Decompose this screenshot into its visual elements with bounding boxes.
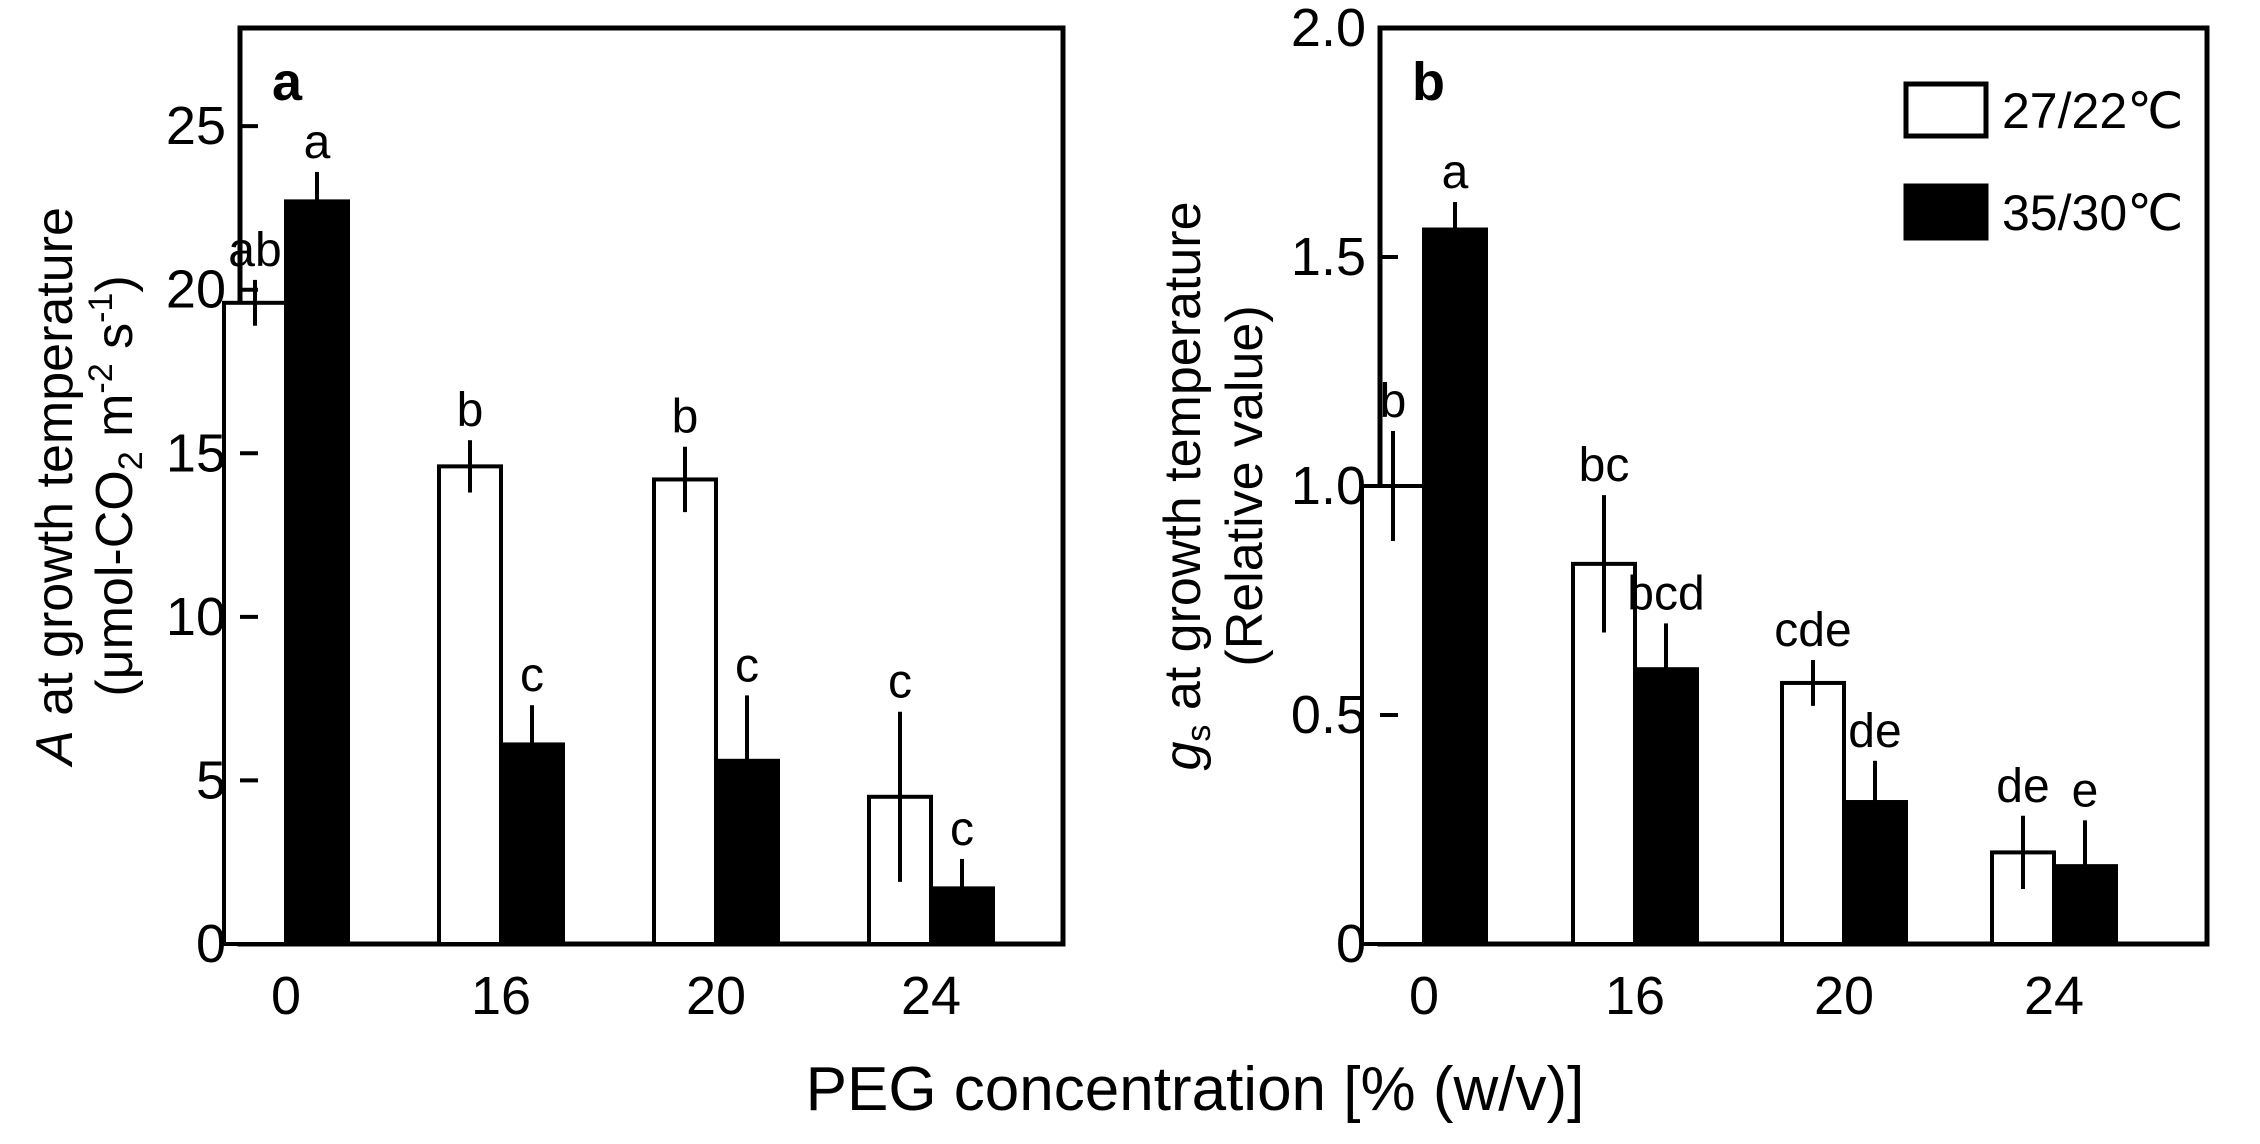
y-tick-label: 1.5 [1291,227,1366,287]
bar-35-30--24 [2052,864,2118,947]
legend-label-27-22: 27/22℃ [2002,83,2183,139]
panel-a-significance-letters: ab b b c a c c c [228,116,974,856]
panel-a-y-unit-sub: 2 [112,451,150,470]
bar-35-30--24 [929,886,995,947]
x-tick-label: 0 [1409,966,1439,1026]
panel-a-y-unit-part3: s [86,323,144,363]
significance-letter: bc [1579,439,1630,492]
panel-a-y-unit-end: ) [86,275,144,292]
panel-a-y-axis-symbol: A [26,730,84,768]
panel-b-y-axis-label-rest: at growth temperature [1154,201,1212,724]
panel-a-y-unit-sup2: -1 [82,293,120,323]
panel-b-x-ticks: 0 16 20 24 [1409,926,2084,1026]
panel-b-y-axis-label-line1: gs at growth temperature [1154,201,1218,770]
y-tick-label: 1.0 [1291,456,1366,516]
legend: 27/22℃ 35/30℃ [1903,81,2183,241]
y-tick-label: 20 [166,260,226,320]
bar-27-22--16 [437,464,503,946]
panel-a-y-unit-sup1: -2 [82,363,120,393]
panel-a-chart: ab b b c a c c c 0 5 10 15 20 25 0 16 20 24 a A at grow… [26,25,1066,1026]
bar-35-30--0 [284,199,350,946]
y-tick-label: 2.0 [1291,0,1366,58]
y-tick-label: 0.5 [1291,685,1366,745]
significance-letter: de [1996,760,2049,813]
legend-swatch-35-30 [1903,183,1989,241]
y-tick-label: 15 [166,423,226,483]
panel-b-y-axis-symbol: g [1154,742,1212,771]
bar-35-30--16 [1633,667,1699,946]
panel-a-y-ticks: 0 5 10 15 20 25 [166,96,258,974]
panel-a-y-axis-label-line2: (μmol-CO2 m-2 s-1) [82,275,150,696]
panel-b-y-ticks: 0 0.5 1.0 1.5 2.0 [1291,0,1398,974]
significance-letter: bcd [1627,567,1704,620]
panel-a-y-unit-part1: (μmol-CO [86,470,144,696]
panel-a-y-unit-part2: m [86,394,144,452]
panel-a-y-axis-label-rest: at growth temperature [26,207,84,730]
panel-b-y-axis-symbol-sub: s [1180,725,1218,742]
significance-letter: e [2072,764,2099,817]
panel-a-y-axis-label-line1: A at growth temperature [26,207,84,768]
significance-letter: de [1848,705,1901,758]
significance-letter: c [888,656,912,709]
legend-swatch-27-22 [1903,81,1989,139]
x-tick-label: 24 [2024,966,2084,1026]
x-tick-label: 20 [1814,966,1874,1026]
significance-letter: a [1442,146,1469,199]
panel-a-error-bars [253,171,964,889]
panel-b-label: b [1412,52,1445,112]
significance-letter: b [672,391,699,444]
bar-27-22--0 [222,300,288,946]
significance-letter: b [1380,375,1407,428]
significance-letter: c [520,649,544,702]
y-tick-label: 0 [1336,914,1366,974]
x-tick-label: 20 [686,966,746,1026]
bar-27-22--20 [652,477,718,946]
significance-letter: c [735,639,759,692]
significance-letter: cde [1774,604,1851,657]
panel-a-x-ticks: 0 16 20 24 [271,926,961,1026]
significance-letter: c [950,803,974,856]
x-tick-label: 0 [271,966,301,1026]
bar-35-30--20 [1842,800,1908,947]
significance-letter: a [304,116,331,169]
x-tick-label: 16 [471,966,531,1026]
panel-b-y-axis-label-line2: (Relative value) [1216,305,1274,666]
y-tick-label: 5 [196,750,226,810]
significance-letter: b [457,384,484,437]
panel-a-bars [222,199,995,947]
x-tick-label: 16 [1605,966,1665,1026]
panel-a-label: a [272,52,303,112]
bar-27-22--20 [1780,680,1846,946]
bar-35-30--20 [714,758,780,946]
shared-x-axis-title: PEG concentration [% (w/v)] [806,1055,1585,1124]
bar-35-30--0 [1422,227,1488,946]
y-tick-label: 0 [196,914,226,974]
y-tick-label: 25 [166,96,226,156]
y-tick-label: 10 [166,587,226,647]
panel-b-bars [1360,227,2118,947]
significance-letter: ab [228,224,281,277]
panel-a-plot-frame [237,25,1066,947]
bar-35-30--16 [499,742,565,947]
legend-label-35-30: 35/30℃ [2002,185,2183,241]
x-tick-label: 24 [901,966,961,1026]
